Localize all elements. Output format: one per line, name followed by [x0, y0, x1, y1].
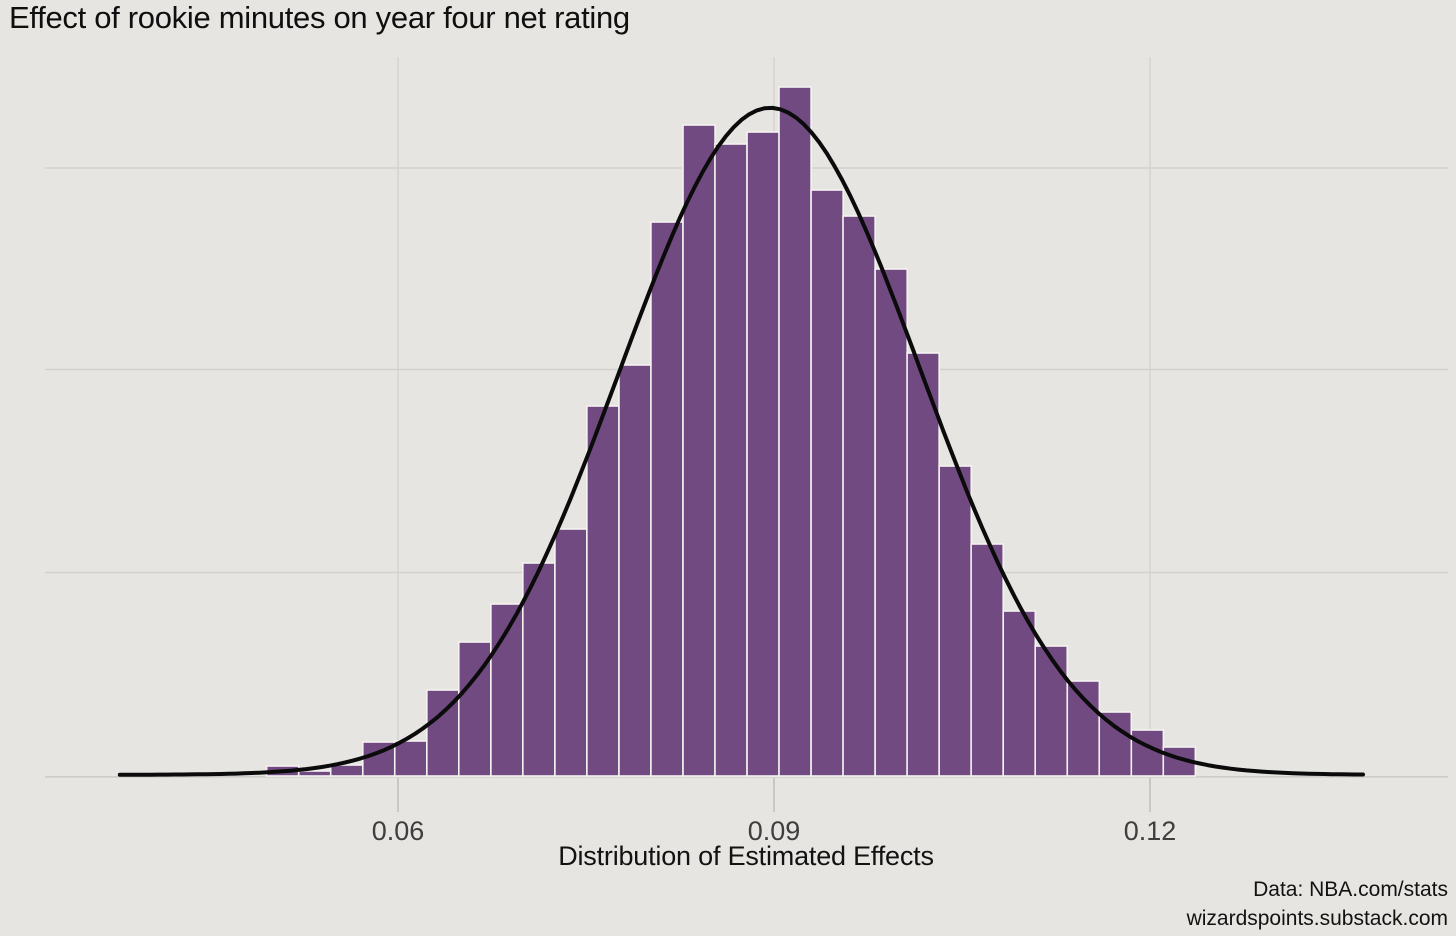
x-tick-label: 0.09: [748, 816, 801, 846]
histogram-bar: [746, 131, 780, 777]
histogram-bar: [1098, 711, 1133, 777]
histogram-bar: [1034, 645, 1069, 777]
histogram-bar: [938, 465, 973, 777]
caption-site-url: wizardspoints.substack.com: [1186, 906, 1448, 930]
histogram-bar: [554, 528, 588, 777]
histogram-bar: [650, 221, 684, 777]
chart-title: Effect of rookie minutes on year four ne…: [9, 0, 630, 35]
caption: Data: NBA.com/stats wizardspoints.substa…: [1187, 876, 1448, 933]
histogram-bar: [329, 764, 364, 777]
histogram-bar: [1130, 729, 1165, 777]
x-axis-title: Distribution of Estimated Effects: [558, 841, 934, 871]
caption-data-source: Data: NBA.com/stats: [1253, 878, 1448, 902]
histogram-bar: [842, 215, 876, 777]
histogram-bar: [682, 124, 716, 777]
histogram-bar: [618, 364, 652, 777]
histogram-bar: [1066, 680, 1101, 777]
histogram-bar: [297, 770, 332, 777]
histogram-bar: [714, 143, 748, 777]
histogram-bar: [522, 562, 556, 777]
histogram-bar: [778, 86, 812, 777]
histogram-bar: [586, 405, 620, 777]
histogram-bar: [810, 189, 844, 777]
x-tick-label: 0.12: [1124, 816, 1177, 846]
histogram-bar: [874, 268, 909, 777]
x-tick-label: 0.06: [372, 816, 425, 846]
histogram-bar: [970, 543, 1005, 777]
density-curve: [117, 105, 1365, 777]
histogram-bar: [1002, 610, 1037, 777]
histogram-bar: [906, 352, 940, 777]
histogram-bar: [393, 740, 428, 777]
